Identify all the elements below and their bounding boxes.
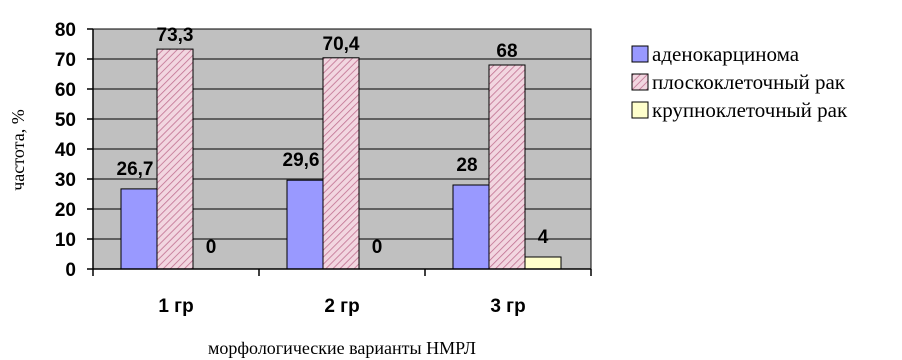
y-tick-label: 70 [55,50,76,71]
legend-label: крупноклеточный рак [652,98,848,122]
y-tick-label: 20 [55,200,76,221]
legend-swatch [631,73,649,91]
y-tick-label: 80 [55,20,76,41]
bar [286,179,324,270]
data-label: 4 [538,227,549,248]
data-label: 70,4 [323,34,360,55]
axes [87,28,592,276]
data-label: 0 [372,237,383,258]
data-label: 73,3 [157,25,194,46]
x-tick-label: 1 гр [158,296,193,317]
y-tick-label: 10 [55,230,76,251]
data-label: 29,6 [283,150,320,171]
data-label: 0 [206,237,217,258]
y-tick-label: 50 [55,110,76,131]
legend-label: аденокарцинома [652,42,800,66]
bar [488,64,526,270]
legend: аденокарцинома плоскоклеточный рак крупнок… [631,42,848,122]
bar [322,57,360,270]
bar [120,188,158,270]
y-axis-label: частота, % [8,109,28,191]
data-label: 68 [496,41,517,62]
x-tick-labels: 1 гр 2 гр 3 гр [158,296,525,317]
y-tick-label: 30 [55,170,76,191]
data-label: 28 [456,155,477,176]
bar [452,184,490,270]
bar [524,256,562,270]
data-label: 26,7 [117,159,154,180]
bar [156,48,194,270]
y-tick-label: 40 [55,140,76,161]
y-tick-labels: 0 10 20 30 40 50 60 70 80 [55,20,76,281]
data-labels: 26,7 73,3 0 29,6 70,4 0 28 68 4 [117,25,549,258]
x-tick-label: 2 гр [324,296,359,317]
x-tick-label: 3 гр [490,296,525,317]
legend-swatch [631,101,649,119]
legend-label: плоскоклеточный рак [652,70,846,94]
y-tick-label: 60 [55,80,76,101]
bars [120,48,562,270]
x-axis-label: морфологические варианты НМРЛ [208,338,476,358]
y-tick-label: 0 [65,260,76,281]
legend-swatch [631,45,649,63]
